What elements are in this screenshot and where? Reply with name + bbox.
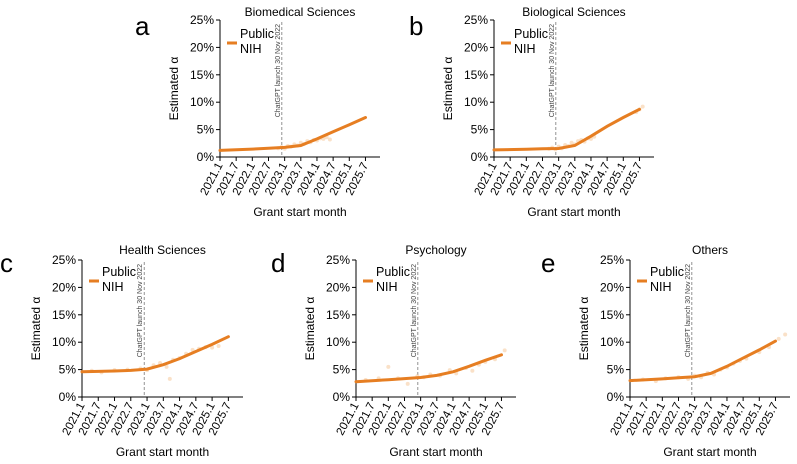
scatter-point [386, 364, 391, 369]
y-tick-label: 0% [471, 150, 489, 164]
panel-letter: b [409, 11, 423, 41]
panel-letter: a [135, 11, 150, 41]
chart-title: Health Sciences [119, 243, 206, 257]
x-axis-label: Grant start month [253, 205, 346, 219]
chart-panel-c: c Health Sciences 0% 5% 10% 15% 20% 25% Estimate… [0, 243, 243, 459]
y-tick-label: 10% [52, 335, 76, 349]
y-tick-label: 5% [471, 123, 489, 137]
y-tick-label: 0% [607, 390, 625, 404]
scatter-point [327, 137, 332, 142]
legend-label-line2: NIH [102, 280, 124, 294]
y-tick-label: 10% [326, 335, 350, 349]
legend-label-line2: NIH [240, 42, 262, 56]
panel-letter: d [271, 248, 285, 278]
scatter-point [216, 344, 221, 349]
y-tick-label: 5% [197, 123, 215, 137]
scatter-point [783, 332, 788, 337]
chart-title: Biomedical Sciences [245, 5, 356, 19]
y-tick-label: 20% [326, 280, 350, 294]
y-tick-label: 20% [464, 40, 488, 54]
y-tick-label: 20% [52, 280, 76, 294]
scatter-point [502, 348, 507, 353]
legend-label-line1: Public [376, 265, 410, 279]
y-tick-label: 15% [326, 308, 350, 322]
scatter-point [569, 140, 574, 145]
y-tick-label: 0% [197, 150, 215, 164]
x-axis-label: Grant start month [116, 445, 209, 459]
trend-line [218, 116, 367, 152]
trend-line [354, 353, 503, 384]
chatgpt-launch-label: ChatGPT launch 30 Nov 2022 [549, 24, 556, 117]
legend-label-line2: NIH [650, 280, 672, 294]
y-tick-label: 15% [190, 68, 214, 82]
y-tick-label: 0% [333, 390, 351, 404]
y-axis-label: Estimated α [167, 57, 181, 121]
y-tick-label: 25% [190, 13, 214, 27]
y-tick-label: 5% [333, 363, 351, 377]
x-axis-label: Grant start month [389, 445, 482, 459]
y-tick-label: 15% [600, 308, 624, 322]
legend-label-line1: Public [240, 27, 274, 41]
chart-panel-a: a Biomedical Sciences 0% 5% 10% 15% 20% 25% Esti… [135, 5, 380, 219]
chatgpt-launch-label: ChatGPT launch 30 Nov 2022 [275, 24, 282, 117]
y-tick-label: 25% [326, 253, 350, 267]
scatter-point [167, 376, 172, 381]
y-tick-label: 20% [600, 280, 624, 294]
y-tick-label: 15% [464, 68, 488, 82]
panel-letter: c [0, 248, 13, 278]
trend-line [492, 107, 641, 152]
x-axis-label: Grant start month [663, 445, 756, 459]
scatter-point [470, 368, 475, 373]
scatter-point [405, 381, 410, 386]
legend-label-line2: NIH [376, 280, 398, 294]
y-tick-label: 5% [59, 363, 77, 377]
chatgpt-launch-label: ChatGPT launch 30 Nov 2022 [411, 264, 418, 357]
legend-label-line1: Public [514, 27, 548, 41]
y-tick-label: 20% [190, 40, 214, 54]
y-tick-label: 5% [607, 363, 625, 377]
scatter-point [210, 345, 215, 350]
chatgpt-launch-label: ChatGPT launch 30 Nov 2022 [685, 264, 692, 357]
y-axis-label: Estimated α [29, 297, 43, 361]
y-axis-label: Estimated α [303, 297, 317, 361]
y-tick-label: 10% [600, 335, 624, 349]
chatgpt-launch-label: ChatGPT launch 30 Nov 2022 [137, 264, 144, 357]
chart-title: Others [692, 243, 728, 257]
y-tick-label: 10% [464, 95, 488, 109]
legend-label-line1: Public [102, 265, 136, 279]
legend-label-line2: NIH [514, 42, 536, 56]
legend-label-line1: Public [650, 265, 684, 279]
y-axis-label: Estimated α [441, 57, 455, 121]
scatter-point [776, 336, 781, 341]
y-tick-label: 0% [59, 390, 77, 404]
y-tick-label: 25% [52, 253, 76, 267]
panel-letter: e [541, 248, 555, 278]
chart-title: Biological Sciences [522, 5, 625, 19]
trend-line [80, 335, 230, 374]
chart-title: Psychology [405, 243, 466, 257]
scatter-point [164, 364, 169, 369]
y-tick-label: 25% [464, 13, 488, 27]
x-axis-label: Grant start month [527, 205, 620, 219]
scatter-point [640, 104, 645, 109]
y-tick-label: 10% [190, 95, 214, 109]
y-axis-label: Estimated α [577, 297, 591, 361]
y-tick-label: 25% [600, 253, 624, 267]
y-tick-label: 15% [52, 308, 76, 322]
chart-panel-b: b Biological Sciences 0% 5% 10% 15% 20% 25% Esti… [409, 5, 654, 219]
trend-line [628, 339, 777, 383]
